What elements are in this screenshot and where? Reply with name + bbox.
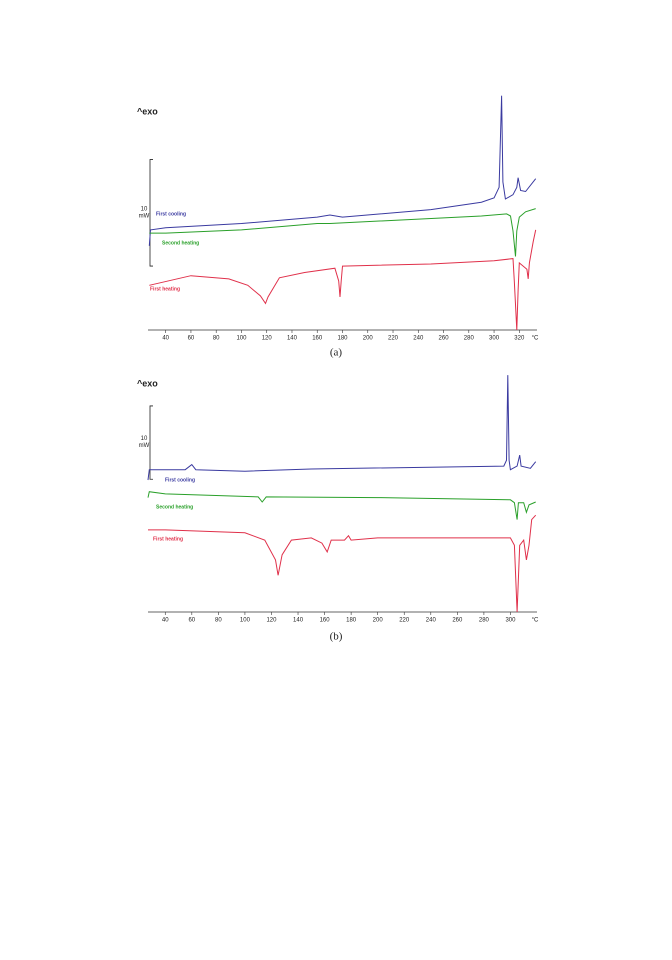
- x-axis-label: °C: [532, 618, 539, 624]
- x-tick-label: 80: [215, 618, 222, 624]
- x-tick-label: 220: [388, 336, 399, 342]
- series-label: First cooling: [156, 211, 186, 217]
- x-tick-label: 200: [373, 618, 384, 624]
- x-axis-label: °C: [532, 336, 539, 342]
- x-tick-label: 300: [505, 618, 516, 624]
- scale-bar-unit: mW: [139, 443, 150, 449]
- x-tick-label: 120: [266, 618, 277, 624]
- series-line: [149, 208, 536, 257]
- chart-title: ^exo: [137, 106, 158, 116]
- x-tick-label: 60: [188, 618, 195, 624]
- series-line: [148, 514, 537, 613]
- series-line: [147, 491, 536, 520]
- x-tick-label: 120: [262, 336, 273, 342]
- x-tick-label: 160: [312, 336, 323, 342]
- x-tick-label: 300: [489, 336, 500, 342]
- scale-bar: [149, 159, 153, 267]
- chart-title: ^exo: [137, 378, 158, 388]
- x-tick-label: 160: [320, 618, 331, 624]
- scale-bar-unit: mW: [139, 213, 150, 219]
- x-tick-label: 140: [293, 618, 304, 624]
- series-label: First heating: [150, 286, 180, 292]
- x-tick-label: 280: [464, 336, 475, 342]
- caption: (a): [330, 347, 343, 359]
- x-tick-label: 220: [399, 618, 410, 624]
- x-tick-label: 280: [479, 618, 490, 624]
- series-label: Second heating: [162, 240, 199, 246]
- series-label: Second heating: [156, 504, 193, 510]
- series-line: [147, 375, 537, 481]
- caption: (b): [330, 631, 343, 643]
- series-label: First cooling: [165, 477, 195, 483]
- x-tick-label: 40: [162, 618, 169, 624]
- x-tick-label: 40: [162, 336, 169, 342]
- series-line: [149, 229, 537, 331]
- x-tick-label: 240: [426, 618, 437, 624]
- x-tick-label: 260: [452, 618, 463, 624]
- x-tick-label: 80: [213, 336, 220, 342]
- x-tick-label: 180: [346, 618, 357, 624]
- x-tick-label: 240: [413, 336, 424, 342]
- x-tick-label: 140: [287, 336, 298, 342]
- series-line: [148, 95, 537, 246]
- scale-bar-value: 10: [141, 206, 148, 212]
- x-tick-label: 60: [188, 336, 195, 342]
- x-tick-label: 200: [363, 336, 374, 342]
- x-tick-label: 320: [514, 336, 525, 342]
- x-tick-label: 260: [439, 336, 450, 342]
- x-tick-label: 100: [236, 336, 247, 342]
- scale-bar-value: 10: [141, 436, 148, 442]
- scale-bar: [149, 405, 153, 480]
- x-tick-label: 100: [240, 618, 251, 624]
- series-label: First heating: [153, 536, 183, 542]
- x-tick-label: 180: [337, 336, 348, 342]
